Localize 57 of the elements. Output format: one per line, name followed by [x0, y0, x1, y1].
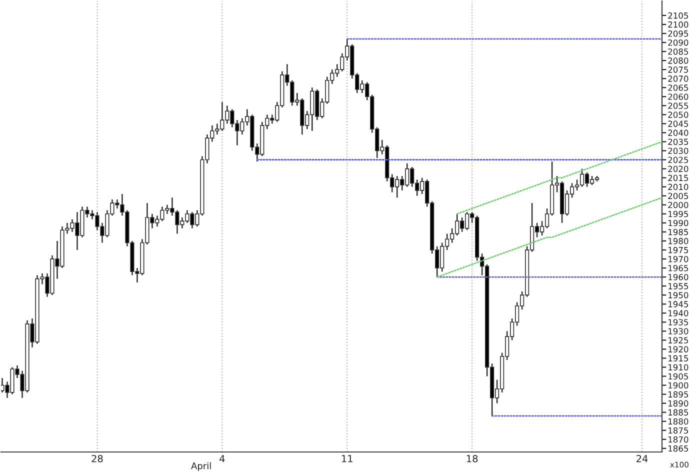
x-tick-label: 18 [466, 454, 478, 462]
line-series [456, 141, 662, 215]
y-tick-label: 1900 [668, 382, 688, 389]
y-tick-label: 2000 [668, 202, 688, 208]
y-tick-label: 1910 [668, 364, 688, 370]
y-tick-label: 1965 [668, 264, 688, 272]
y-tick-label: 1905 [668, 373, 688, 380]
y-tick-label: 2040 [668, 130, 688, 136]
y-tick-label: 1920 [668, 346, 688, 352]
y-tick-label: 1950 [668, 292, 688, 298]
y-tick-label: 1940 [668, 310, 688, 316]
y-tick-label: 2105 [668, 12, 688, 19]
y-tick-label: 1945 [668, 301, 688, 308]
y-tick-label: 2030 [668, 148, 688, 154]
y-tick-label: 1975 [668, 246, 688, 254]
y-tick-label: 1935 [668, 319, 688, 326]
y-tick-label: 1990 [668, 220, 688, 226]
y-tick-label: 1970 [668, 256, 688, 262]
y-tick-label: 2065 [668, 84, 688, 91]
y-tick-label: 1890 [668, 400, 688, 407]
line-series [436, 196, 662, 278]
y-tick-label: 2095 [668, 30, 688, 37]
y-tick-label: 1885 [668, 409, 688, 416]
y-tick-label: 1980 [668, 238, 688, 244]
y-tick-label: 1865 [668, 445, 688, 452]
text: April [191, 462, 211, 471]
y-tick-label: 1915 [668, 355, 688, 362]
y-tick-label: 2070 [668, 76, 688, 82]
y-tick-label: 2090 [668, 39, 688, 46]
y-tick-label: 2055 [668, 102, 688, 109]
y-tick-label: 1995 [668, 210, 688, 218]
y-tick-label: 1875 [668, 427, 688, 434]
y-tick-label: 1955 [668, 283, 688, 290]
y-tick-label: 1870 [668, 436, 688, 443]
y-tick-label: 2045 [668, 120, 688, 127]
y-tick-label: 2100 [668, 21, 688, 28]
y-tick-label: 2060 [668, 94, 688, 100]
y-tick-label: 2050 [668, 112, 688, 118]
x-tick-label: 11 [342, 455, 352, 462]
x-tick-label: 28 [92, 454, 103, 462]
y-tick-label: 2025 [668, 156, 688, 164]
y-tick-label: 2085 [668, 48, 688, 55]
y-tick-label: 2010 [668, 184, 688, 190]
y-tick-label: 2035 [668, 138, 688, 145]
y-tick-label: 1960 [668, 274, 688, 280]
x-tick-label: 24 [636, 454, 648, 462]
y-tick-label: 2015 [668, 174, 688, 182]
y-tick-label: 2020 [668, 166, 688, 172]
y-tick-label: 2075 [668, 66, 688, 73]
y-tick-label: 1895 [668, 391, 688, 398]
y-tick-label: 1925 [668, 337, 688, 344]
y-tick-label: 1880 [668, 418, 688, 425]
y-tick-label: 1930 [668, 328, 688, 334]
x-tick-label: 4 [220, 455, 225, 462]
y-tick-label: 2080 [668, 58, 688, 64]
y-tick-label: 2005 [668, 192, 688, 200]
y-tick-label: 1985 [668, 228, 688, 236]
